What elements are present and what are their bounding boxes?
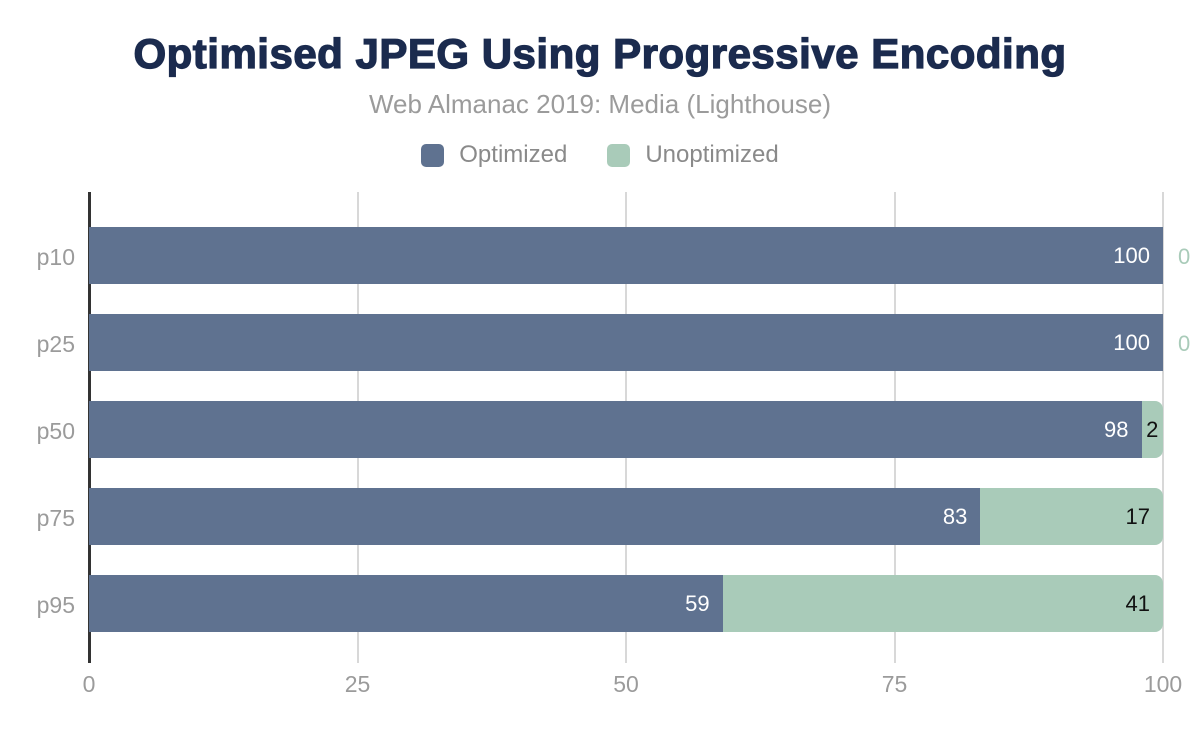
bar-segment-optimized: 100 bbox=[89, 314, 1163, 371]
legend-item-optimized: Optimized bbox=[421, 141, 567, 169]
x-gridline bbox=[1162, 192, 1164, 663]
value-label-unoptimized-zero: 0 bbox=[1178, 330, 1191, 356]
x-tick-label: 0 bbox=[82, 671, 96, 697]
x-tick-label: 50 bbox=[613, 671, 639, 697]
chart-title: Optimised JPEG Using Progressive Encodin… bbox=[133, 29, 1067, 77]
x-tick-label: 25 bbox=[344, 671, 371, 697]
value-label-optimized: 98 bbox=[1104, 416, 1129, 442]
bar-segment-unoptimized: 41 bbox=[722, 575, 1163, 632]
value-label-unoptimized: 2 bbox=[1146, 416, 1159, 442]
category-label: p25 bbox=[36, 330, 75, 357]
legend-swatch-optimized-icon bbox=[421, 143, 445, 167]
value-label-optimized: 59 bbox=[685, 590, 710, 616]
legend-item-unoptimized: Unoptimized bbox=[607, 141, 779, 169]
value-label-optimized: 100 bbox=[1113, 242, 1150, 268]
legend-label-unoptimized: Unoptimized bbox=[645, 141, 779, 168]
legend-swatch-unoptimized-icon bbox=[607, 143, 631, 167]
bar-segment-unoptimized: 2 bbox=[1141, 401, 1163, 458]
x-tick-label: 75 bbox=[881, 671, 908, 697]
value-label-optimized: 100 bbox=[1113, 329, 1150, 355]
value-label-unoptimized: 41 bbox=[1125, 590, 1150, 616]
legend-label-optimized: Optimized bbox=[459, 141, 568, 168]
category-label: p10 bbox=[36, 243, 75, 270]
value-label-unoptimized: 17 bbox=[1125, 503, 1150, 529]
category-label: p95 bbox=[36, 591, 75, 618]
bar-segment-optimized: 98 bbox=[89, 401, 1142, 458]
category-label: p50 bbox=[36, 417, 75, 444]
category-label: p75 bbox=[36, 504, 75, 531]
x-tick-label: 100 bbox=[1143, 671, 1183, 697]
value-label-optimized: 83 bbox=[942, 503, 968, 529]
legend: Optimized Unoptimized bbox=[0, 141, 1200, 169]
bar-segment-unoptimized: 17 bbox=[980, 488, 1163, 545]
value-label-unoptimized-zero: 0 bbox=[1178, 243, 1191, 269]
bar-segment-optimized: 100 bbox=[89, 227, 1163, 284]
chart-subtitle: Web Almanac 2019: Media (Lighthouse) bbox=[368, 89, 832, 119]
bar-segment-optimized: 83 bbox=[89, 488, 981, 545]
bar-segment-optimized: 59 bbox=[89, 575, 723, 632]
